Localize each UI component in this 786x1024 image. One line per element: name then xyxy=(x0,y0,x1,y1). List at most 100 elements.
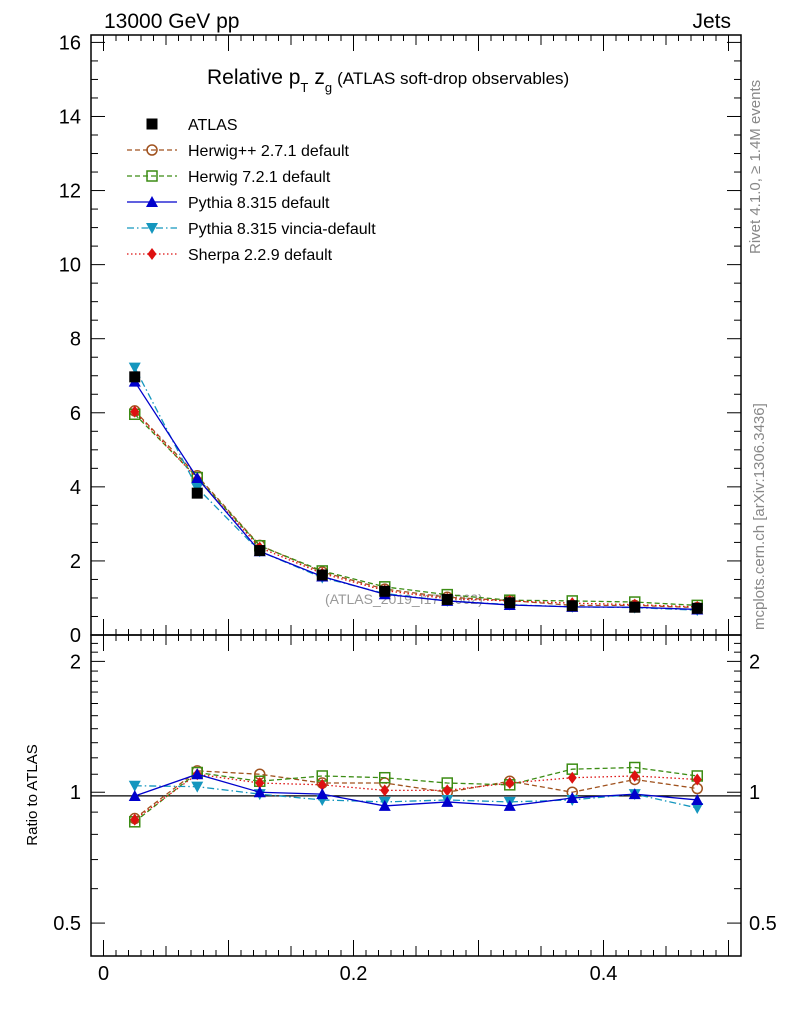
ratio-point xyxy=(253,786,266,798)
header-process-label: Jets xyxy=(692,10,731,33)
data-point xyxy=(566,600,578,612)
ratio-pythia-8-315-default xyxy=(128,768,704,811)
ratio-point xyxy=(317,778,327,791)
ratio-line xyxy=(134,773,698,807)
series-herwig-7-2-1-default xyxy=(129,408,703,612)
legend-label: Pythia 8.315 default xyxy=(188,195,330,212)
main-y-tick-label: 10 xyxy=(59,255,81,277)
x-tick-label: 0.4 xyxy=(590,963,618,985)
title-z: z xyxy=(314,66,325,89)
data-point xyxy=(316,569,328,581)
series-line xyxy=(134,410,698,609)
x-tick-label: 0 xyxy=(98,963,109,985)
legend-marker xyxy=(146,170,158,182)
ratio-y-tick-label-right: 2 xyxy=(749,651,760,673)
ratio-y-ticks: 0.5 0.5 1 1 2 2 xyxy=(53,642,777,935)
ratio-point xyxy=(130,813,140,826)
mcplots-label: mcplots.cern.ch [arXiv:1306.3436] xyxy=(751,403,768,630)
series-line xyxy=(134,413,698,607)
data-point xyxy=(128,362,141,374)
legend-label: Pythia 8.315 vincia-default xyxy=(188,221,376,238)
ratio-series xyxy=(128,761,704,828)
data-point xyxy=(129,371,141,383)
rivet-label: Rivet 4.1.0, ≥ 1.4M events xyxy=(747,80,764,254)
legend-marker xyxy=(146,144,158,156)
series-sherpa-2-2-9-default xyxy=(130,405,702,613)
ratio-point xyxy=(255,777,265,790)
ratio-point xyxy=(441,795,454,807)
ratio-point xyxy=(566,791,579,803)
series-line xyxy=(134,381,698,611)
ratio-y-tick-label-right: 0.5 xyxy=(749,913,777,935)
ratio-line xyxy=(134,766,698,823)
main-y-tick-label: 12 xyxy=(59,181,81,203)
legend-label: Herwig 7.2.1 default xyxy=(188,169,331,186)
main-y-tick-label: 6 xyxy=(70,403,81,425)
ratio-point xyxy=(191,781,204,793)
series-atlas xyxy=(129,371,703,614)
title-rest: (ATLAS soft-drop observables) xyxy=(337,69,569,88)
main-series xyxy=(128,362,704,617)
ratio-point xyxy=(567,771,577,784)
title-sub-t: T xyxy=(300,80,308,95)
ratio-y-tick-label: 2 xyxy=(70,651,81,673)
ratio-point xyxy=(380,784,390,797)
x-ticks: 0 0.2 0.4 xyxy=(98,35,729,985)
ratio-point xyxy=(379,771,391,784)
main-y-tick-label: 14 xyxy=(59,106,81,128)
series-line xyxy=(134,367,698,611)
ratio-point xyxy=(378,799,391,811)
series-pythia-8-315-vincia-default xyxy=(128,362,704,617)
data-point xyxy=(629,601,641,613)
ratio-y-tick-label-right: 1 xyxy=(749,782,760,804)
main-y-tick-label: 4 xyxy=(70,477,81,499)
data-point xyxy=(191,487,203,499)
ratio-y-tick-label: 1 xyxy=(70,782,81,804)
legend: ATLAS Herwig++ 2.7.1 default Herwig 7.2.1 … xyxy=(127,117,376,264)
ratio-point xyxy=(316,788,329,800)
main-y-tick-label: 8 xyxy=(70,329,81,351)
legend-marker xyxy=(146,223,158,234)
main-y-ticks: 0 2 4 6 8 10 12 14 16 xyxy=(59,32,741,647)
ratio-point xyxy=(503,799,516,811)
data-point xyxy=(191,471,204,483)
title-sub-g: g xyxy=(325,80,332,95)
data-point xyxy=(441,593,453,605)
ratio-sherpa-2-2-9-default xyxy=(130,768,702,826)
ratio-point xyxy=(630,769,640,782)
plot-title: Relative pT zg (ATLAS soft-drop observable… xyxy=(207,66,569,95)
ratio-point xyxy=(442,784,452,797)
ratio-point xyxy=(128,780,141,792)
header-energy-label: 13000 GeV pp xyxy=(104,10,239,33)
main-y-tick-label: 16 xyxy=(59,32,81,54)
ratio-point xyxy=(691,793,704,805)
legend-marker xyxy=(146,196,158,207)
legend-label: ATLAS xyxy=(188,117,238,134)
ratio-point xyxy=(505,777,515,790)
ratio-point xyxy=(691,802,704,814)
series-herwig-2-7-1-default xyxy=(129,405,703,614)
series-line xyxy=(134,411,698,608)
ratio-pythia-8-315-vincia-default xyxy=(128,780,704,814)
ratio-line xyxy=(134,785,698,809)
data-point xyxy=(130,405,140,418)
data-point xyxy=(691,602,703,614)
x-tick-label: 0.2 xyxy=(340,963,368,985)
legend-marker xyxy=(147,248,157,260)
title-main: Relative p xyxy=(207,66,300,89)
ratio-point xyxy=(692,773,702,786)
legend-label: Sherpa 2.2.9 default xyxy=(188,247,333,264)
data-point xyxy=(254,545,266,557)
data-point xyxy=(379,585,391,597)
legend-marker xyxy=(146,118,158,130)
main-y-tick-label: 0 xyxy=(70,625,81,647)
main-y-tick-label: 2 xyxy=(70,551,81,573)
ratio-y-tick-label: 0.5 xyxy=(53,913,81,935)
ratio-line xyxy=(134,770,698,820)
ratio-y-axis-label: Ratio to ATLAS xyxy=(24,744,41,845)
ratio-line xyxy=(134,773,698,821)
legend-label: Herwig++ 2.7.1 default xyxy=(188,143,350,160)
data-point xyxy=(504,597,516,609)
ratio-point xyxy=(628,788,641,800)
